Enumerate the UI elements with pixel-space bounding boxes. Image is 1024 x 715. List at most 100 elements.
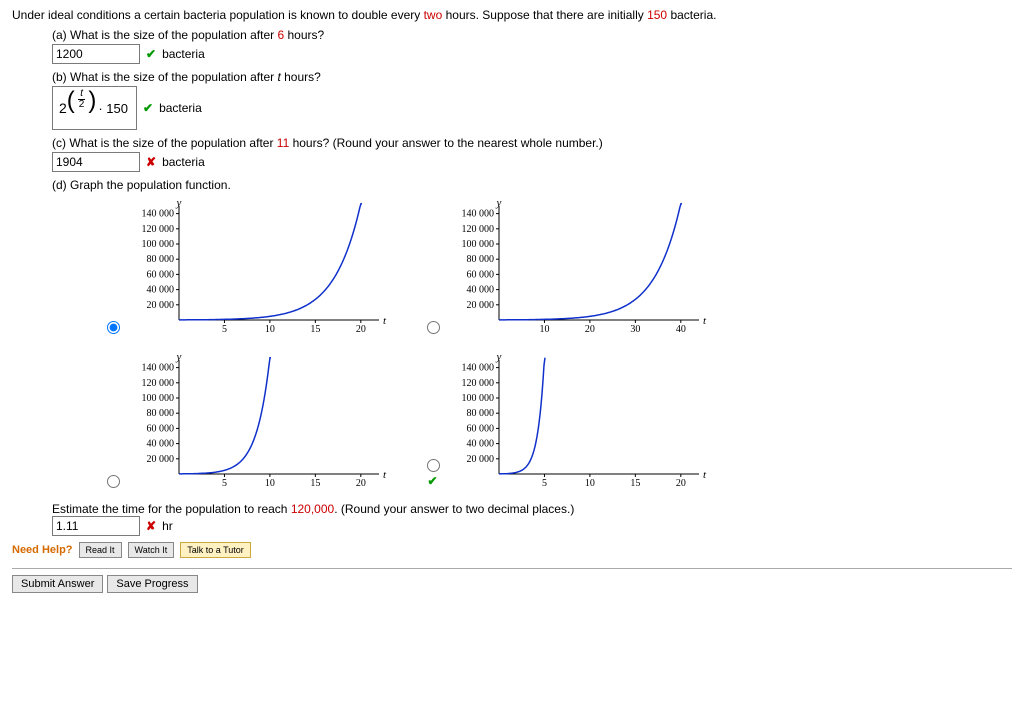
- part-c-question: (c) What is the size of the population a…: [52, 136, 1012, 150]
- graph-g1: 140 000 120 000 100 000 80 000 60 000 40 000 2…: [129, 198, 389, 338]
- submit-row: Submit Answer Save Progress: [12, 568, 1012, 593]
- svg-text:t: t: [383, 315, 387, 327]
- svg-text:140 000: 140 000: [142, 363, 175, 374]
- check-icon: ✔: [143, 101, 153, 115]
- svg-text:y: y: [496, 352, 502, 363]
- intro-initial: 150: [647, 8, 667, 22]
- svg-text:t: t: [703, 315, 707, 327]
- svg-text:40 000: 40 000: [467, 439, 495, 450]
- intro-double-time: two: [424, 8, 443, 22]
- svg-text:60 000: 60 000: [147, 423, 175, 434]
- part-a-question: (a) What is the size of the population a…: [52, 28, 1012, 42]
- svg-text:20 000: 20 000: [467, 300, 495, 311]
- svg-text:20: 20: [585, 324, 595, 335]
- svg-text:140 000: 140 000: [462, 209, 495, 220]
- svg-text:15: 15: [310, 478, 320, 489]
- graph-g4: 140 000120 000100 00080 00060 00040 0002…: [449, 352, 709, 492]
- intro-prefix: Under ideal conditions a certain bacteri…: [12, 8, 424, 22]
- svg-text:15: 15: [630, 478, 640, 489]
- check-icon: ✔: [146, 47, 156, 61]
- graph-radio[interactable]: [107, 475, 120, 488]
- svg-text:100 000: 100 000: [462, 239, 495, 250]
- intro-suffix: bacteria.: [667, 8, 716, 22]
- graph-option: 140 000 120 000 100 000 80 000 60 000 40 000 2…: [102, 352, 422, 492]
- svg-text:5: 5: [222, 324, 227, 335]
- save-progress-button[interactable]: Save Progress: [107, 575, 197, 593]
- part-a-unit: bacteria: [162, 47, 205, 61]
- svg-text:100 000: 100 000: [142, 239, 175, 250]
- part-a-input[interactable]: [52, 44, 140, 64]
- graph-radio[interactable]: [427, 459, 440, 472]
- need-help-row: Need Help? Read It Watch It Talk to a Tu…: [12, 542, 1012, 558]
- svg-text:140 000: 140 000: [462, 363, 495, 374]
- talk-tutor-button[interactable]: Talk to a Tutor: [180, 542, 251, 558]
- svg-text:120 000: 120 000: [462, 378, 495, 389]
- svg-text:20 000: 20 000: [467, 454, 495, 465]
- svg-text:40: 40: [676, 324, 686, 335]
- svg-text:30: 30: [630, 324, 640, 335]
- svg-text:10: 10: [539, 324, 549, 335]
- estimate-input[interactable]: [52, 516, 140, 536]
- cross-icon: ✘: [146, 155, 156, 169]
- svg-text:10: 10: [585, 478, 595, 489]
- graph-option: 140 000 120 000 100 000 80 000 60 000 40 000 2…: [102, 198, 422, 338]
- submit-answer-button[interactable]: Submit Answer: [12, 575, 103, 593]
- part-d: (d) Graph the population function.: [52, 178, 1012, 192]
- svg-text:20: 20: [356, 324, 366, 335]
- svg-text:80 000: 80 000: [467, 254, 495, 265]
- svg-text:5: 5: [222, 478, 227, 489]
- svg-text:20 000: 20 000: [147, 454, 175, 465]
- svg-text:120 000: 120 000: [142, 224, 175, 235]
- svg-text:10: 10: [265, 478, 275, 489]
- svg-text:140 000: 140 000: [142, 209, 175, 220]
- part-d-question: (d) Graph the population function.: [52, 178, 1012, 192]
- svg-text:y: y: [176, 198, 182, 209]
- svg-text:60 000: 60 000: [467, 269, 495, 280]
- svg-text:20: 20: [356, 478, 366, 489]
- graph-option: ✔140 000120 000100 00080 00060 00040 000…: [422, 352, 742, 492]
- part-b-unit: bacteria: [159, 101, 202, 115]
- graph-option: 140 000 120 000 100 000 80 000 60 000 40 000 2…: [422, 198, 742, 338]
- part-c: (c) What is the size of the population a…: [52, 136, 1012, 172]
- cross-icon: ✘: [146, 519, 156, 533]
- graph-g3: 140 000 120 000 100 000 80 000 60 000 40 000 2…: [129, 352, 389, 492]
- svg-text:20 000: 20 000: [147, 300, 175, 311]
- svg-text:10: 10: [265, 324, 275, 335]
- svg-text:100 000: 100 000: [142, 393, 175, 404]
- check-icon: ✔: [427, 474, 437, 488]
- graph-options: 140 000 120 000 100 000 80 000 60 000 40 000 2…: [102, 198, 1012, 492]
- svg-text:t: t: [703, 469, 707, 481]
- svg-text:60 000: 60 000: [147, 269, 175, 280]
- svg-text:5: 5: [542, 478, 547, 489]
- svg-text:80 000: 80 000: [147, 408, 175, 419]
- graph-radio[interactable]: [107, 321, 120, 334]
- svg-text:40 000: 40 000: [147, 285, 175, 296]
- svg-text:100 000: 100 000: [462, 393, 495, 404]
- graph-g2: 140 000 120 000 100 000 80 000 60 000 40 000 2…: [449, 198, 709, 338]
- part-c-input[interactable]: [52, 152, 140, 172]
- svg-text:80 000: 80 000: [147, 254, 175, 265]
- svg-text:20: 20: [676, 478, 686, 489]
- estimate-section: Estimate the time for the population to …: [52, 502, 1012, 536]
- part-b-formula[interactable]: 2 ( t 2 ) · 150: [52, 86, 137, 130]
- svg-text:120 000: 120 000: [462, 224, 495, 235]
- estimate-question: Estimate the time for the population to …: [52, 502, 1012, 516]
- need-help-label: Need Help?: [12, 544, 73, 556]
- svg-text:120 000: 120 000: [142, 378, 175, 389]
- intro-mid: hours. Suppose that there are initially: [442, 8, 647, 22]
- part-b: (b) What is the size of the population a…: [52, 70, 1012, 130]
- svg-text:t: t: [383, 469, 387, 481]
- estimate-unit: hr: [162, 519, 173, 533]
- problem-intro: Under ideal conditions a certain bacteri…: [12, 8, 1012, 22]
- svg-text:y: y: [176, 352, 182, 363]
- svg-text:y: y: [496, 198, 502, 209]
- watch-it-button[interactable]: Watch It: [128, 542, 175, 558]
- svg-text:40 000: 40 000: [467, 285, 495, 296]
- graph-radio[interactable]: [427, 321, 440, 334]
- svg-text:40 000: 40 000: [147, 439, 175, 450]
- part-b-question: (b) What is the size of the population a…: [52, 70, 1012, 84]
- svg-text:15: 15: [310, 324, 320, 335]
- read-it-button[interactable]: Read It: [79, 542, 122, 558]
- svg-text:80 000: 80 000: [467, 408, 495, 419]
- part-c-unit: bacteria: [162, 155, 205, 169]
